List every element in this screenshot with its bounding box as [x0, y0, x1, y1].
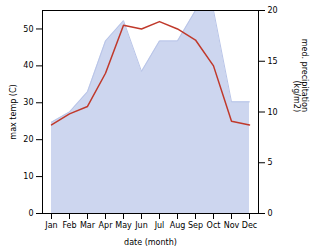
- svg-text:Mar: Mar: [80, 221, 96, 230]
- svg-text:Apr: Apr: [99, 221, 114, 230]
- svg-text:med. precipitation (kg/m2): med. precipitation (kg/m2): [292, 39, 309, 112]
- svg-text:May: May: [115, 221, 132, 230]
- svg-text:Dec: Dec: [242, 221, 257, 230]
- svg-text:date (month): date (month): [124, 238, 177, 247]
- svg-text:15: 15: [268, 57, 278, 66]
- svg-text:10: 10: [23, 172, 33, 181]
- svg-text:Jul: Jul: [154, 221, 165, 230]
- svg-text:Aug: Aug: [170, 221, 186, 230]
- svg-text:Nov: Nov: [224, 221, 240, 230]
- svg-text:20: 20: [268, 6, 278, 15]
- svg-text:50: 50: [23, 25, 33, 34]
- svg-text:Oct: Oct: [207, 221, 221, 230]
- svg-text:Jun: Jun: [134, 221, 148, 230]
- svg-text:40: 40: [23, 61, 33, 70]
- svg-text:Jan: Jan: [44, 221, 57, 230]
- svg-text:30: 30: [23, 98, 33, 107]
- svg-text:0: 0: [268, 209, 273, 218]
- svg-text:Sep: Sep: [188, 221, 203, 230]
- svg-text:max temp (C): max temp (C): [9, 84, 18, 139]
- svg-text:Feb: Feb: [62, 221, 76, 230]
- svg-text:0: 0: [28, 209, 33, 218]
- svg-text:10: 10: [268, 108, 278, 117]
- svg-text:5: 5: [268, 158, 273, 167]
- svg-text:20: 20: [23, 135, 33, 144]
